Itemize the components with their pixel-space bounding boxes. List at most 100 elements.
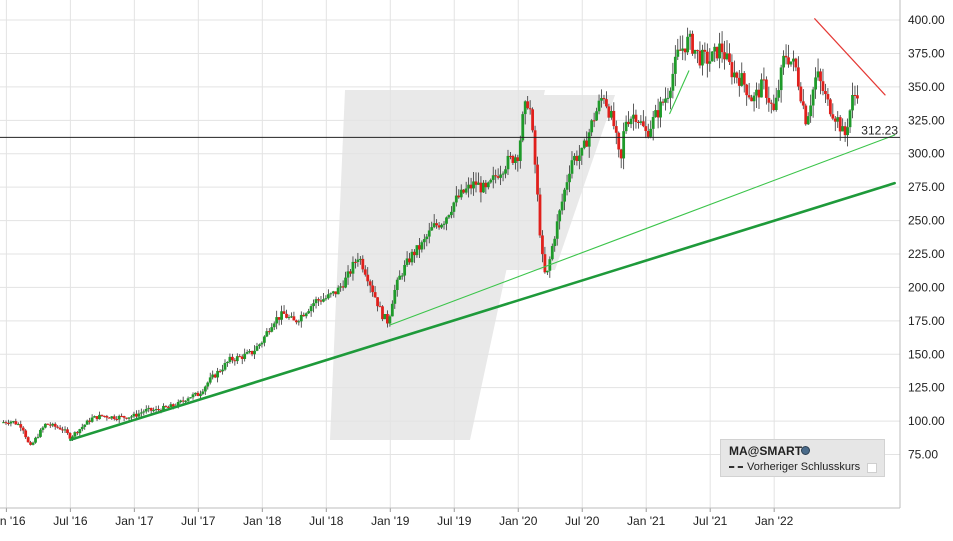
candle-body [649, 128, 653, 137]
candle-body [378, 306, 382, 308]
candle-body [509, 155, 512, 157]
candle-body [373, 292, 377, 298]
candle-body [511, 155, 515, 163]
candle-body [29, 442, 32, 445]
candle-body [742, 73, 746, 85]
candle-body [39, 429, 42, 437]
candle-body [654, 110, 658, 117]
candle-body [376, 297, 379, 307]
candle-body [194, 392, 197, 395]
candle-body [545, 270, 549, 273]
candle-body [11, 421, 15, 423]
x-tick-label: Jan '19 [371, 514, 410, 528]
candle-body [51, 423, 55, 426]
candle-body [585, 140, 589, 147]
candle-body [445, 217, 448, 224]
candle-body [336, 287, 340, 295]
candle-body [211, 374, 215, 378]
candle-body [799, 86, 803, 102]
candle-body [223, 363, 227, 370]
legend-toggle-checkbox[interactable] [867, 463, 877, 473]
candle-body [26, 437, 30, 443]
y-tick-label: 75.00 [908, 448, 938, 462]
candle-body [472, 181, 475, 189]
candle-body [624, 121, 628, 132]
candle-body [420, 242, 424, 250]
candle-body [661, 101, 665, 103]
candle-body [157, 409, 160, 411]
candle-body [230, 356, 234, 361]
candle-body [19, 424, 23, 428]
candle-body [71, 436, 74, 439]
candle-body [75, 432, 79, 434]
x-tick-label: Jan '18 [243, 514, 282, 528]
candle-body [80, 426, 84, 430]
candle-body [526, 101, 530, 109]
candle-body [821, 81, 825, 92]
candle-body [418, 245, 421, 250]
candle-body [740, 73, 744, 86]
candle-body [85, 420, 89, 425]
candle-body [152, 410, 156, 412]
candle-body [609, 110, 613, 118]
candle-body [486, 182, 490, 188]
candle-body [641, 121, 645, 127]
candle-body [430, 227, 434, 231]
candle-body [565, 182, 569, 190]
candle-body [235, 356, 239, 362]
candle-body [553, 238, 557, 247]
candle-body [607, 106, 611, 118]
trendlines: 312.23 [0, 18, 900, 442]
candle-body [792, 58, 795, 62]
candle-body [454, 195, 458, 203]
candle-body [764, 79, 768, 98]
candle-body [233, 360, 237, 362]
y-tick-label: 300.00 [908, 147, 945, 161]
candle-body [518, 140, 522, 162]
candle-body [543, 254, 547, 273]
candle-body [605, 99, 608, 107]
candle-body [619, 149, 623, 159]
candle-body [388, 316, 392, 324]
candle-body [573, 155, 576, 161]
candle-body [664, 98, 667, 103]
candle-body [814, 77, 817, 90]
candle-body [319, 300, 323, 302]
y-tick-label: 175.00 [908, 314, 945, 328]
y-axis: 400.00 375.00 350.00 325.00 300.00 275.00 250.… [908, 13, 945, 461]
x-tick-label: Jan '21 [627, 514, 666, 528]
candle-body [826, 94, 830, 100]
legend-title: MA@SMART [729, 444, 803, 458]
dashed-line-icon [729, 466, 743, 469]
candle-body [383, 314, 387, 320]
candle-body [634, 114, 638, 122]
candle-body [285, 313, 288, 318]
y-tick-label: 375.00 [908, 46, 945, 60]
candle-body [474, 181, 478, 185]
candle-body [713, 46, 717, 52]
x-tick-label: Jan '20 [499, 514, 538, 528]
y-tick-label: 275.00 [908, 180, 945, 194]
candle-body [154, 409, 158, 411]
candle-body [447, 215, 451, 218]
y-tick-label: 125.00 [908, 381, 945, 395]
candle-body [371, 285, 375, 293]
candle-body [725, 53, 729, 60]
candle-body [629, 118, 633, 125]
candle-body [828, 99, 832, 115]
candle-body [139, 412, 143, 414]
candle-body [115, 418, 119, 420]
candle-body [637, 121, 640, 123]
candle-body [688, 33, 692, 37]
candle-body [533, 130, 537, 165]
candle-body [405, 258, 409, 265]
candle-body [477, 182, 480, 185]
candle-body [499, 174, 503, 178]
candle-body [358, 258, 362, 260]
candle-body [329, 293, 333, 295]
candle-body [856, 95, 859, 99]
candle-body [459, 189, 463, 198]
candle-body [422, 239, 426, 243]
candle-body [513, 157, 517, 163]
candle-body [809, 105, 813, 117]
